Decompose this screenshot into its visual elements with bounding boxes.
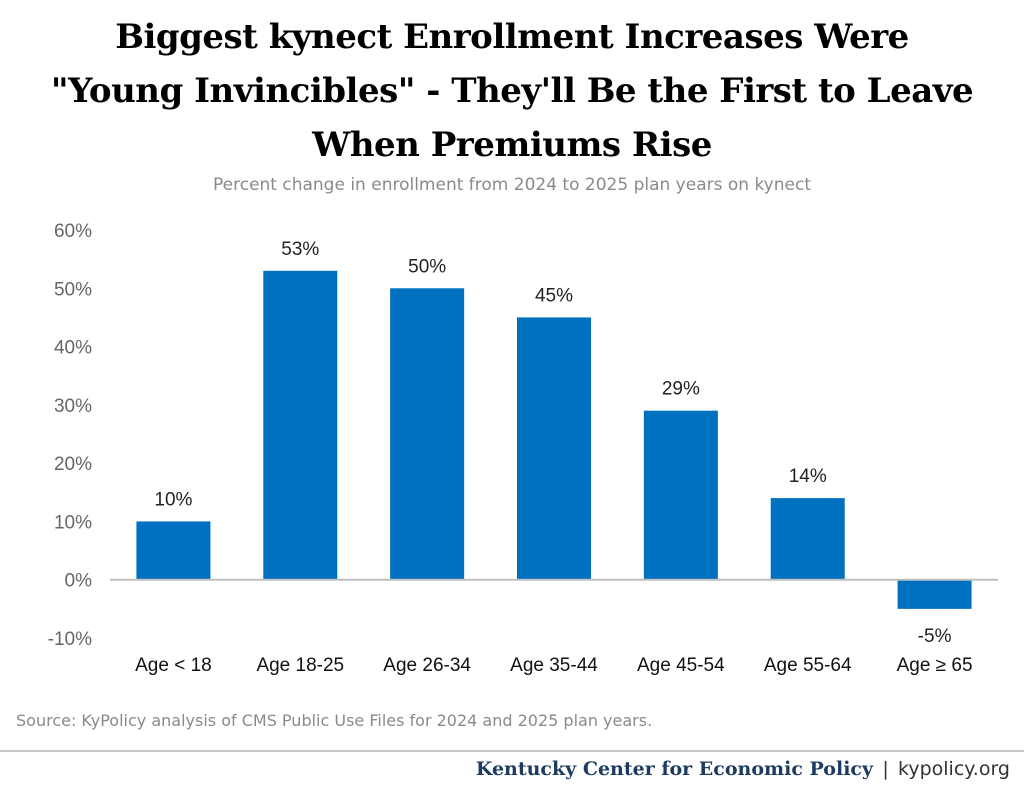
y-tick-label: 40% <box>54 338 92 359</box>
y-tick-label: 60% <box>54 221 92 242</box>
y-tick-label: 30% <box>54 396 92 417</box>
chart-title-line: "Young Invincibles" - They'll Be the Fir… <box>50 71 974 111</box>
data-label: 53% <box>281 239 319 260</box>
bar <box>263 270 338 580</box>
x-category-label: Age 26-34 <box>383 655 471 676</box>
x-category-label: Age 55-64 <box>764 655 852 676</box>
source-note: Source: KyPolicy analysis of CMS Public … <box>16 711 653 730</box>
x-category-label: Age 18-25 <box>256 655 344 676</box>
bar-chart: -10% 0% 10% 20% 30% 40% 50% 60% 10% Age < 18 53% Ag… <box>48 221 998 676</box>
bar <box>390 288 465 580</box>
data-label: 45% <box>535 285 573 306</box>
data-label: 50% <box>408 256 446 277</box>
y-tick-label: 0% <box>65 571 93 592</box>
data-label: 14% <box>789 466 827 487</box>
chart-title-line: Biggest kynect Enrollment Increases Were <box>115 17 909 57</box>
x-category-label: Age ≥ 65 <box>897 655 973 676</box>
bar <box>770 498 845 580</box>
y-tick-label: 20% <box>54 454 92 475</box>
data-label: 10% <box>154 489 192 510</box>
chart-title-line: When Premiums Rise <box>312 125 712 165</box>
x-category-label: Age < 18 <box>135 655 212 676</box>
footer-site-link[interactable]: kypolicy.org <box>898 758 1010 780</box>
bar <box>517 317 591 580</box>
footer-org: Kentucky Center for Economic Policy <box>475 758 874 780</box>
bar <box>136 521 211 580</box>
x-category-label: Age 45-54 <box>637 655 725 676</box>
footer: Kentucky Center for Economic Policy | ky… <box>476 758 1010 781</box>
data-label: -5% <box>918 626 952 647</box>
y-tick-label: -10% <box>48 629 92 650</box>
chart-title: Biggest kynect Enrollment Increases Were… <box>0 10 1024 172</box>
chart-subtitle: Percent change in enrollment from 2024 t… <box>213 175 811 195</box>
y-tick-label: 10% <box>54 512 92 533</box>
footer-separator: | <box>882 758 889 780</box>
bar <box>897 579 972 609</box>
x-category-label: Age 35-44 <box>510 655 598 676</box>
footer-divider <box>0 750 1024 752</box>
y-tick-label: 50% <box>54 279 92 300</box>
bar <box>643 410 718 580</box>
data-label: 29% <box>662 379 700 400</box>
